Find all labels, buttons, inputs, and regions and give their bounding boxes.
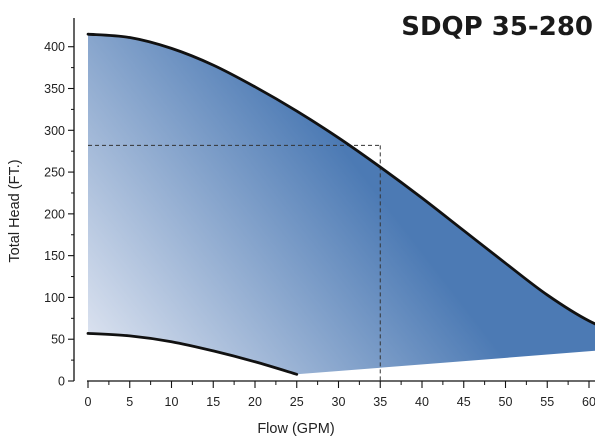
x-tick-label: 45 — [457, 395, 471, 409]
y-axis-label: Total Head (FT.) — [7, 159, 23, 262]
y-tick-label: 200 — [44, 207, 65, 221]
min-head-curve — [86, 331, 299, 376]
x-tick-label: 55 — [540, 395, 554, 409]
chart-title: SDQP 35-280 — [401, 12, 593, 42]
x-tick-label: 0 — [85, 395, 92, 409]
y-tick-label: 50 — [51, 333, 65, 347]
y-tick-label: 250 — [44, 166, 65, 180]
x-tick-label: 40 — [415, 395, 429, 409]
y-tick-label: 0 — [58, 375, 65, 389]
x-tick-label: 15 — [206, 395, 220, 409]
y-tick-label: 300 — [44, 124, 65, 138]
x-tick-label: 10 — [165, 395, 179, 409]
x-tick-label: 30 — [332, 395, 346, 409]
x-tick-label: 25 — [290, 395, 304, 409]
y-tick-label: 150 — [44, 249, 65, 263]
x-tick-label: 60 — [582, 395, 595, 409]
operating-area — [88, 34, 595, 375]
x-tick-label: 35 — [373, 395, 387, 409]
max-head-curve — [86, 32, 595, 326]
x-tick-label: 5 — [126, 395, 133, 409]
x-tick-label: 20 — [248, 395, 262, 409]
y-tick-label: 100 — [44, 291, 65, 305]
y-tick-label: 350 — [44, 82, 65, 96]
x-tick-label: 50 — [499, 395, 513, 409]
y-tick-label: 400 — [44, 40, 65, 54]
x-axis-label: Flow (GPM) — [257, 421, 334, 437]
